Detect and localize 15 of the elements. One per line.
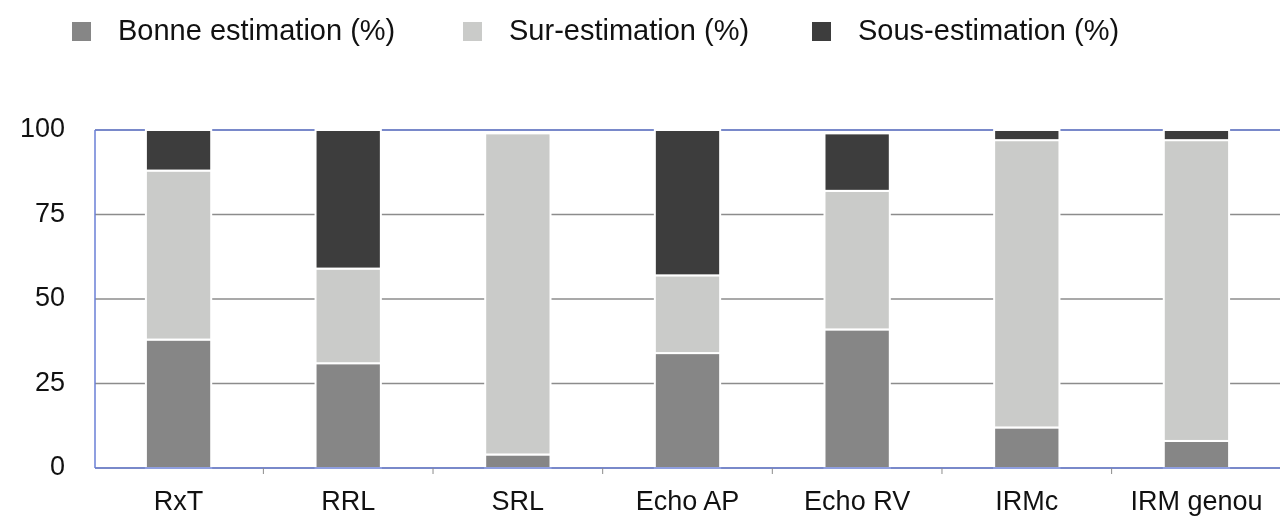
- x-tick-label: RRL: [321, 486, 376, 516]
- y-tick-label: 0: [49, 451, 65, 482]
- legend-label: Bonne estimation (%): [118, 13, 396, 46]
- x-tick-label: Echo AP: [635, 486, 740, 516]
- y-tick-label: 100: [19, 113, 65, 144]
- x-tick-label: IRMc: [995, 486, 1059, 516]
- y-tick-label: 25: [34, 366, 65, 397]
- x-tick-label: SRL: [491, 486, 545, 516]
- y-tick-label: 50: [34, 282, 65, 313]
- x-tick-label: Echo RV: [804, 486, 911, 516]
- legend-label: Sous-estimation (%): [858, 13, 1120, 46]
- x-tick-label: RxT: [153, 486, 204, 516]
- y-tick-label: 75: [34, 197, 65, 228]
- legend-label: Sur-estimation (%): [509, 13, 750, 46]
- x-tick-label: IRM genou: [1130, 486, 1263, 516]
